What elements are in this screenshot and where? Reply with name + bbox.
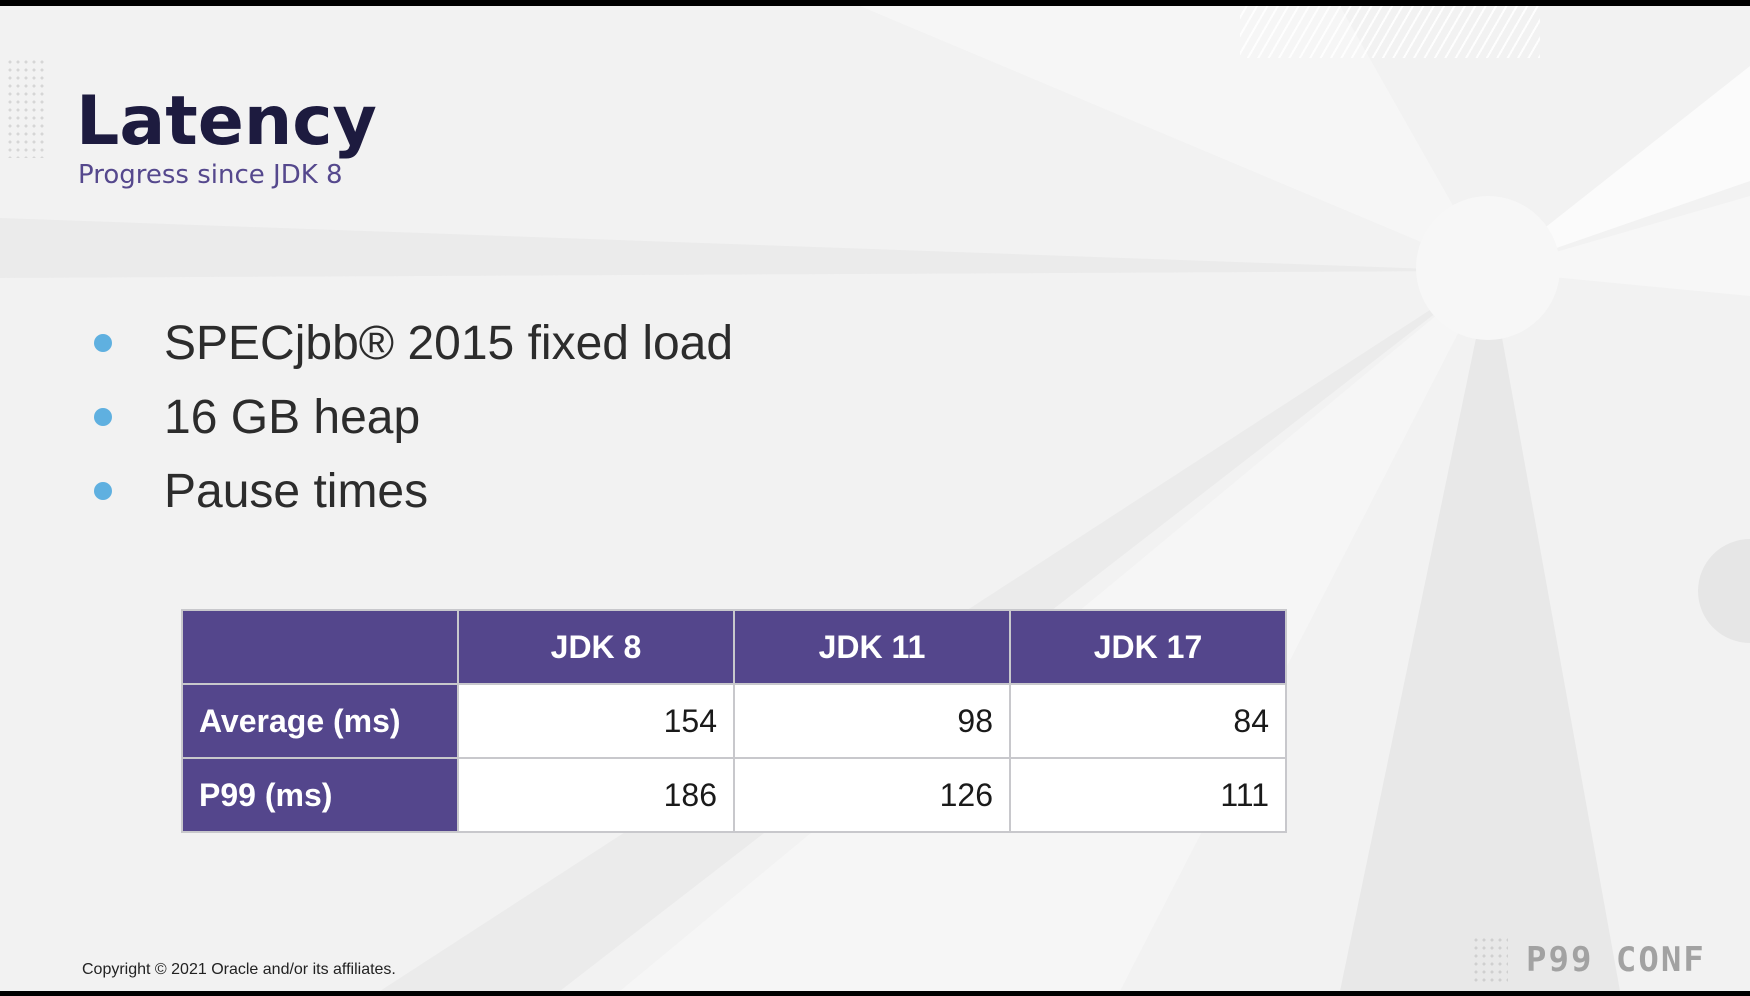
table-cell: 186	[457, 757, 735, 833]
row-header-p99: P99 (ms)	[181, 757, 459, 833]
copyright-notice: Copyright © 2021 Oracle and/or its affil…	[82, 961, 396, 978]
row-header-average: Average (ms)	[181, 683, 459, 759]
latency-table: JDK 8 JDK 11 JDK 17 Average (ms) 154 98 …	[181, 609, 1287, 833]
table-header-row: JDK 8 JDK 11 JDK 17	[181, 609, 1287, 685]
table-cell: 154	[457, 683, 735, 759]
decorative-stripes	[1240, 6, 1540, 58]
table-cell: 84	[1009, 683, 1287, 759]
slide-subtitle: Progress since JDK 8	[78, 160, 343, 190]
table-row: Average (ms) 154 98 84	[181, 683, 1287, 759]
bullet-item: 16 GB heap	[94, 380, 733, 454]
column-header-jdk11: JDK 11	[733, 609, 1011, 685]
column-header-jdk17: JDK 17	[1009, 609, 1287, 685]
bullet-text: 16 GB heap	[164, 390, 421, 444]
bullet-list: SPECjbb® 2015 fixed load 16 GB heap Paus…	[94, 306, 733, 528]
bullet-item: Pause times	[94, 454, 733, 528]
bullet-text: Pause times	[164, 464, 429, 518]
slide: Latency Progress since JDK 8 SPECjbb® 20…	[0, 6, 1750, 991]
conference-logo: P99 CONF	[1526, 940, 1706, 980]
table-cell: 111	[1009, 757, 1287, 833]
table-corner-cell	[181, 609, 459, 685]
bullet-item: SPECjbb® 2015 fixed load	[94, 306, 733, 380]
bullet-dot-icon	[94, 408, 112, 426]
bullet-dot-icon	[94, 334, 112, 352]
table-cell: 98	[733, 683, 1011, 759]
decorative-dot-grid	[6, 58, 46, 158]
slide-title: Latency	[76, 82, 377, 161]
bullet-dot-icon	[94, 482, 112, 500]
table-row: P99 (ms) 186 126 111	[181, 757, 1287, 833]
column-header-jdk8: JDK 8	[457, 609, 735, 685]
bullet-text: SPECjbb® 2015 fixed load	[164, 316, 734, 370]
decorative-dot-grid	[1472, 936, 1508, 984]
table-cell: 126	[733, 757, 1011, 833]
